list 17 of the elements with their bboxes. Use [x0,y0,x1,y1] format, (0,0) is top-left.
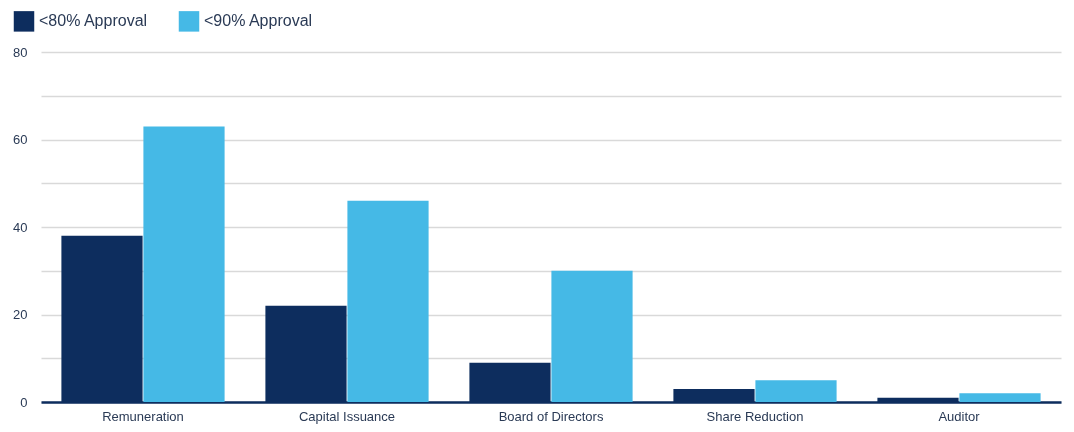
legend-label: <80% Approval [39,12,148,30]
x-tick-label: Share Reduction [706,408,804,424]
y-tick-label: 0 [20,394,28,410]
bar [755,380,837,402]
y-tick-label: 20 [13,307,28,322]
bar [143,126,225,402]
legend-label: <90% Approval [204,12,313,30]
x-tick-label: Remuneration [102,408,184,424]
bar [347,200,429,402]
bar [959,393,1041,402]
x-tick-label: Board of Directors [498,408,604,424]
bar [551,270,633,402]
y-tick-label: 80 [13,44,28,60]
y-tick-label: 40 [13,219,28,235]
y-tick-label: 60 [13,132,28,147]
x-tick-label: Capital Issuance [298,408,396,424]
x-tick-label: Auditor [938,408,981,424]
